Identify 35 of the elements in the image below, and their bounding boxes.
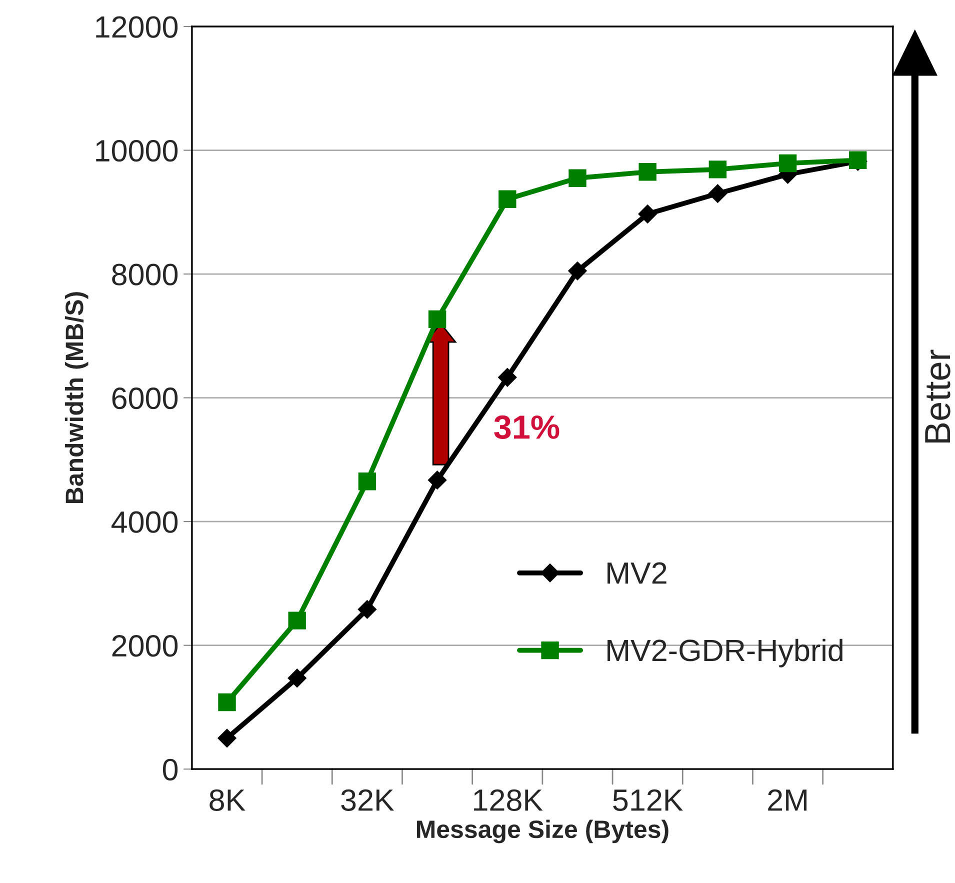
x-axis-title: Message Size (Bytes) [416,820,668,844]
point [218,693,236,712]
point [498,190,516,208]
x-tick-label: 32K [341,789,394,811]
point [708,160,727,178]
text: Better [925,350,950,443]
point [358,600,377,619]
point [428,310,446,328]
y-tick-label: 12000 [96,16,178,38]
point [638,163,656,181]
annotation: 31% [494,415,560,440]
x-tick-label: 8K [210,789,246,811]
y-tick-label: 2000 [112,635,178,657]
x-tick-label: 512K [613,789,683,811]
y-tick-label: 4000 [111,511,178,533]
y-tick-label: 8000 [112,264,178,286]
point [638,204,657,224]
y-tick-label: 6000 [112,388,178,410]
point [778,154,797,172]
legend-label: MV2-GDR-Hybrid [608,638,842,668]
point [568,262,587,280]
y-tick-label: 10000 [96,140,178,162]
point [218,728,236,748]
point [288,668,306,688]
point [708,184,728,203]
point [498,368,517,387]
point [428,470,447,490]
point [358,472,376,490]
legend-label: MV2 [608,562,666,584]
point [568,169,586,187]
point [288,612,306,630]
x-tick-label: 128K [474,789,543,811]
y-axis-title: Bandwidth (MB/S) [64,292,88,504]
x-tick-label: 2M [768,789,806,811]
y-tick-label: 0 [162,758,178,780]
